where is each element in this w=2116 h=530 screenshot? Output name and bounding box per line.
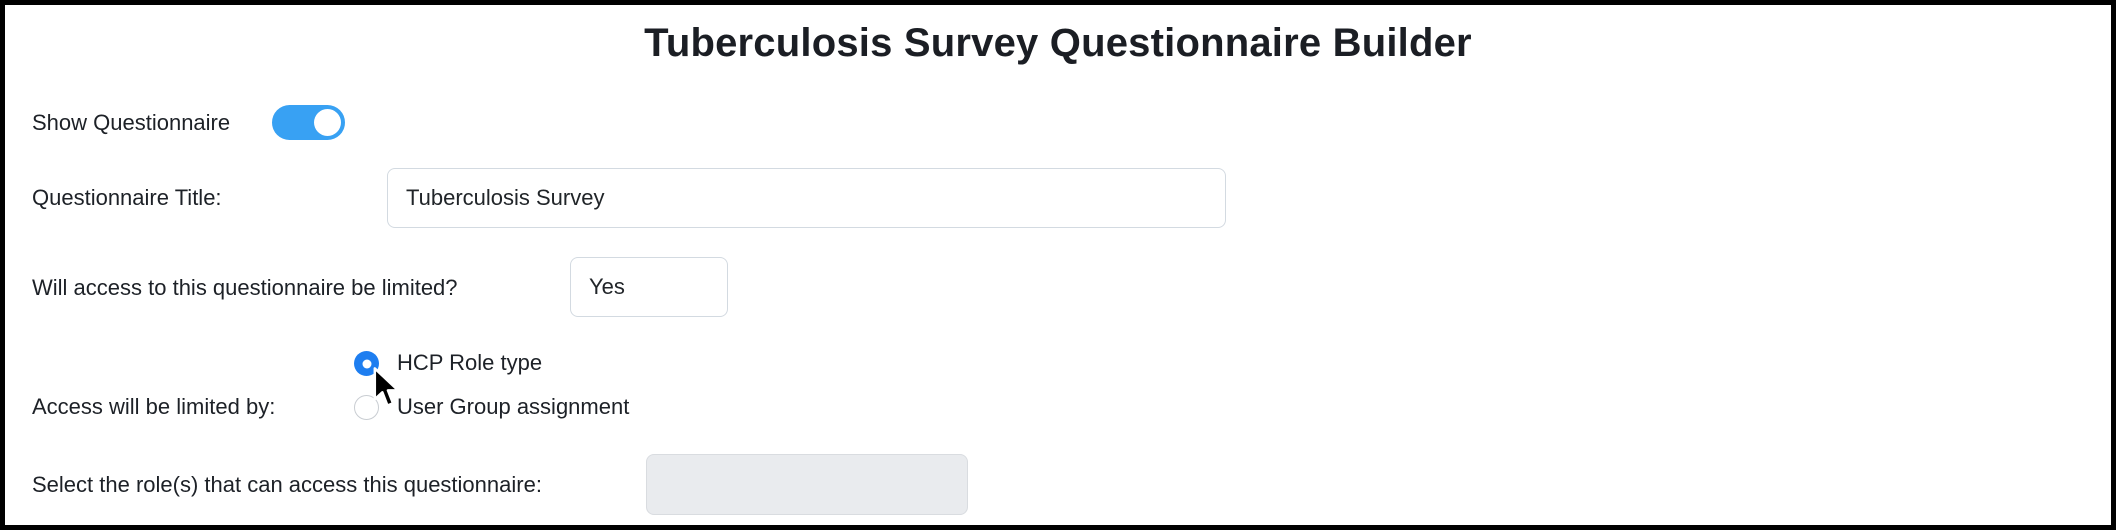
radio-user-group-assignment-label[interactable]: User Group assignment — [397, 394, 630, 419]
questionnaire-title-label: Questionnaire Title: — [32, 185, 222, 210]
show-questionnaire-label: Show Questionnaire — [32, 110, 231, 135]
show-questionnaire-toggle[interactable] — [272, 105, 345, 140]
role-access-input[interactable] — [646, 454, 968, 515]
radio-hcp-role-type[interactable] — [354, 351, 379, 376]
radio-selected-dot — [362, 359, 371, 368]
access-limited-input[interactable] — [570, 257, 728, 317]
questionnaire-title-input[interactable] — [387, 168, 1226, 228]
radio-hcp-role-type-label[interactable]: HCP Role type — [397, 350, 543, 375]
access-limited-label: Will access to this questionnaire be lim… — [32, 275, 458, 300]
limited-by-label: Access will be limited by: — [32, 394, 276, 419]
radio-user-group-assignment[interactable] — [354, 395, 379, 420]
page-title: Tuberculosis Survey Questionnaire Builde… — [644, 21, 1472, 65]
role-access-label: Select the role(s) that can access this … — [32, 472, 542, 497]
toggle-knob — [314, 109, 341, 136]
